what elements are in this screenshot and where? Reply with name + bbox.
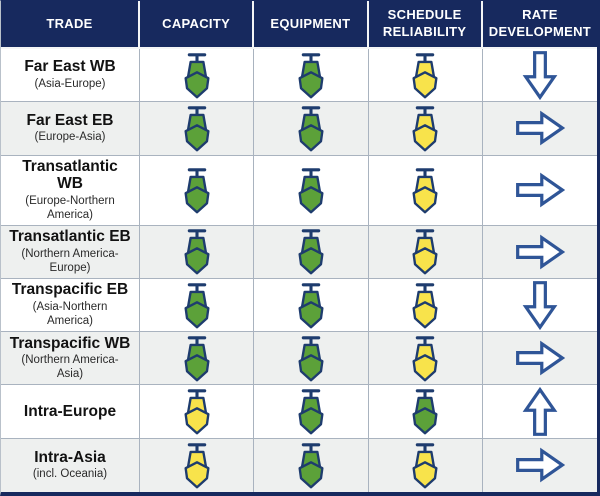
trade-cell: Transpacific WB (Northern America-Asia) bbox=[1, 332, 140, 386]
rate-development-cell bbox=[482, 155, 597, 226]
trade-cell: Far East EB (Europe-Asia) bbox=[1, 102, 140, 156]
trade-name: Intra-Europe bbox=[23, 402, 117, 420]
capacity-cell bbox=[140, 438, 255, 492]
trade-cell: Intra-Asia (incl. Oceania) bbox=[1, 438, 140, 492]
trade-subtitle: (Asia-Northern America) bbox=[32, 301, 108, 327]
ship-green-icon bbox=[291, 51, 331, 100]
header-rate-development: RATE DEVELOPMENT bbox=[482, 1, 597, 49]
ship-green-icon bbox=[291, 227, 331, 276]
ship-green-icon bbox=[291, 281, 331, 330]
trade-name: Far East WB bbox=[24, 58, 116, 76]
schedule-reliability-cell bbox=[368, 332, 483, 386]
trade-cell: Intra-Europe bbox=[1, 385, 140, 439]
ship-yellow-icon bbox=[405, 104, 445, 153]
ship-green-icon bbox=[291, 387, 331, 436]
rate-development-cell bbox=[482, 102, 597, 156]
ship-yellow-icon bbox=[405, 51, 445, 100]
schedule-reliability-cell bbox=[368, 155, 483, 226]
trade-name: Transpacific EB bbox=[11, 281, 129, 299]
ship-yellow-icon bbox=[405, 166, 445, 215]
ship-green-icon bbox=[177, 281, 217, 330]
ship-yellow-icon bbox=[405, 334, 445, 383]
trade-name: Transatlantic EB bbox=[9, 228, 131, 246]
trade-subtitle: (Northern America-Asia) bbox=[21, 354, 119, 381]
header-schedule-reliability: SCHEDULE RELIABILITY bbox=[368, 1, 483, 49]
arrow-up-icon bbox=[522, 386, 558, 437]
rate-development-cell bbox=[482, 49, 597, 103]
header-label: SCHEDULE RELIABILITY bbox=[382, 7, 467, 39]
trade-subtitle: (Asia-Europe) bbox=[34, 78, 106, 91]
ship-yellow-icon bbox=[405, 281, 445, 330]
equipment-cell bbox=[254, 102, 369, 156]
ship-green-icon bbox=[291, 166, 331, 215]
header-label: RATE DEVELOPMENT bbox=[488, 7, 592, 39]
capacity-cell bbox=[140, 225, 255, 279]
schedule-reliability-cell bbox=[368, 438, 483, 492]
ship-green-icon bbox=[291, 104, 331, 153]
arrow-right-icon bbox=[515, 234, 565, 270]
ship-yellow-icon bbox=[405, 227, 445, 276]
trade-subtitle: (Northern America-Europe) bbox=[21, 247, 119, 274]
schedule-reliability-cell bbox=[368, 49, 483, 103]
schedule-reliability-cell bbox=[368, 385, 483, 439]
ship-yellow-icon bbox=[177, 387, 217, 436]
ship-green-icon bbox=[405, 387, 445, 436]
equipment-cell bbox=[254, 332, 369, 386]
rate-development-cell bbox=[482, 225, 597, 279]
trade-subtitle: (Europe-Northern America) bbox=[25, 195, 115, 221]
trade-subtitle: (incl. Oceania) bbox=[32, 468, 108, 481]
arrow-right-icon bbox=[515, 110, 565, 146]
trade-cell: Far East WB (Asia-Europe) bbox=[1, 49, 140, 103]
trade-name: Transpacific WB bbox=[9, 334, 131, 352]
ship-green-icon bbox=[177, 227, 217, 276]
rate-development-cell bbox=[482, 332, 597, 386]
trade-name: Transatlantic WB bbox=[22, 157, 118, 193]
rate-development-cell bbox=[482, 278, 597, 333]
arrow-down-icon bbox=[522, 50, 558, 101]
capacity-cell bbox=[140, 102, 255, 156]
ship-green-icon bbox=[177, 104, 217, 153]
equipment-cell bbox=[254, 385, 369, 439]
trade-name: Intra-Asia bbox=[34, 448, 106, 466]
capacity-cell bbox=[140, 385, 255, 439]
header-trade: TRADE bbox=[1, 1, 140, 49]
equipment-cell bbox=[254, 225, 369, 279]
ship-green-icon bbox=[177, 51, 217, 100]
header-label: CAPACITY bbox=[162, 15, 231, 31]
ship-green-icon bbox=[291, 441, 331, 490]
trade-subtitle: (Europe-Asia) bbox=[34, 131, 106, 144]
header-label: EQUIPMENT bbox=[270, 15, 351, 31]
header-capacity: CAPACITY bbox=[140, 1, 255, 49]
ship-green-icon bbox=[291, 334, 331, 383]
trade-name: Far East EB bbox=[26, 111, 114, 129]
capacity-cell bbox=[140, 278, 255, 333]
equipment-cell bbox=[254, 278, 369, 333]
ship-yellow-icon bbox=[405, 441, 445, 490]
capacity-cell bbox=[140, 49, 255, 103]
arrow-down-icon bbox=[522, 280, 558, 331]
schedule-reliability-cell bbox=[368, 225, 483, 279]
equipment-cell bbox=[254, 438, 369, 492]
arrow-right-icon bbox=[515, 172, 565, 208]
capacity-cell bbox=[140, 155, 255, 226]
trade-cell: Transpacific EB (Asia-Northern America) bbox=[1, 278, 140, 333]
arrow-right-icon bbox=[515, 447, 565, 483]
header-label: TRADE bbox=[46, 15, 93, 31]
ship-yellow-icon bbox=[177, 441, 217, 490]
schedule-reliability-cell bbox=[368, 278, 483, 333]
ship-green-icon bbox=[177, 166, 217, 215]
arrow-right-icon bbox=[515, 340, 565, 376]
schedule-reliability-cell bbox=[368, 102, 483, 156]
capacity-cell bbox=[140, 332, 255, 386]
header-equipment: EQUIPMENT bbox=[254, 1, 369, 49]
equipment-cell bbox=[254, 155, 369, 226]
equipment-cell bbox=[254, 49, 369, 103]
rate-development-cell bbox=[482, 438, 597, 492]
rate-development-cell bbox=[482, 385, 597, 439]
trade-cell: Transatlantic EB (Northern America-Europe… bbox=[1, 225, 140, 279]
ship-green-icon bbox=[177, 334, 217, 383]
trade-cell: Transatlantic WB (Europe-Northern America… bbox=[1, 155, 140, 226]
